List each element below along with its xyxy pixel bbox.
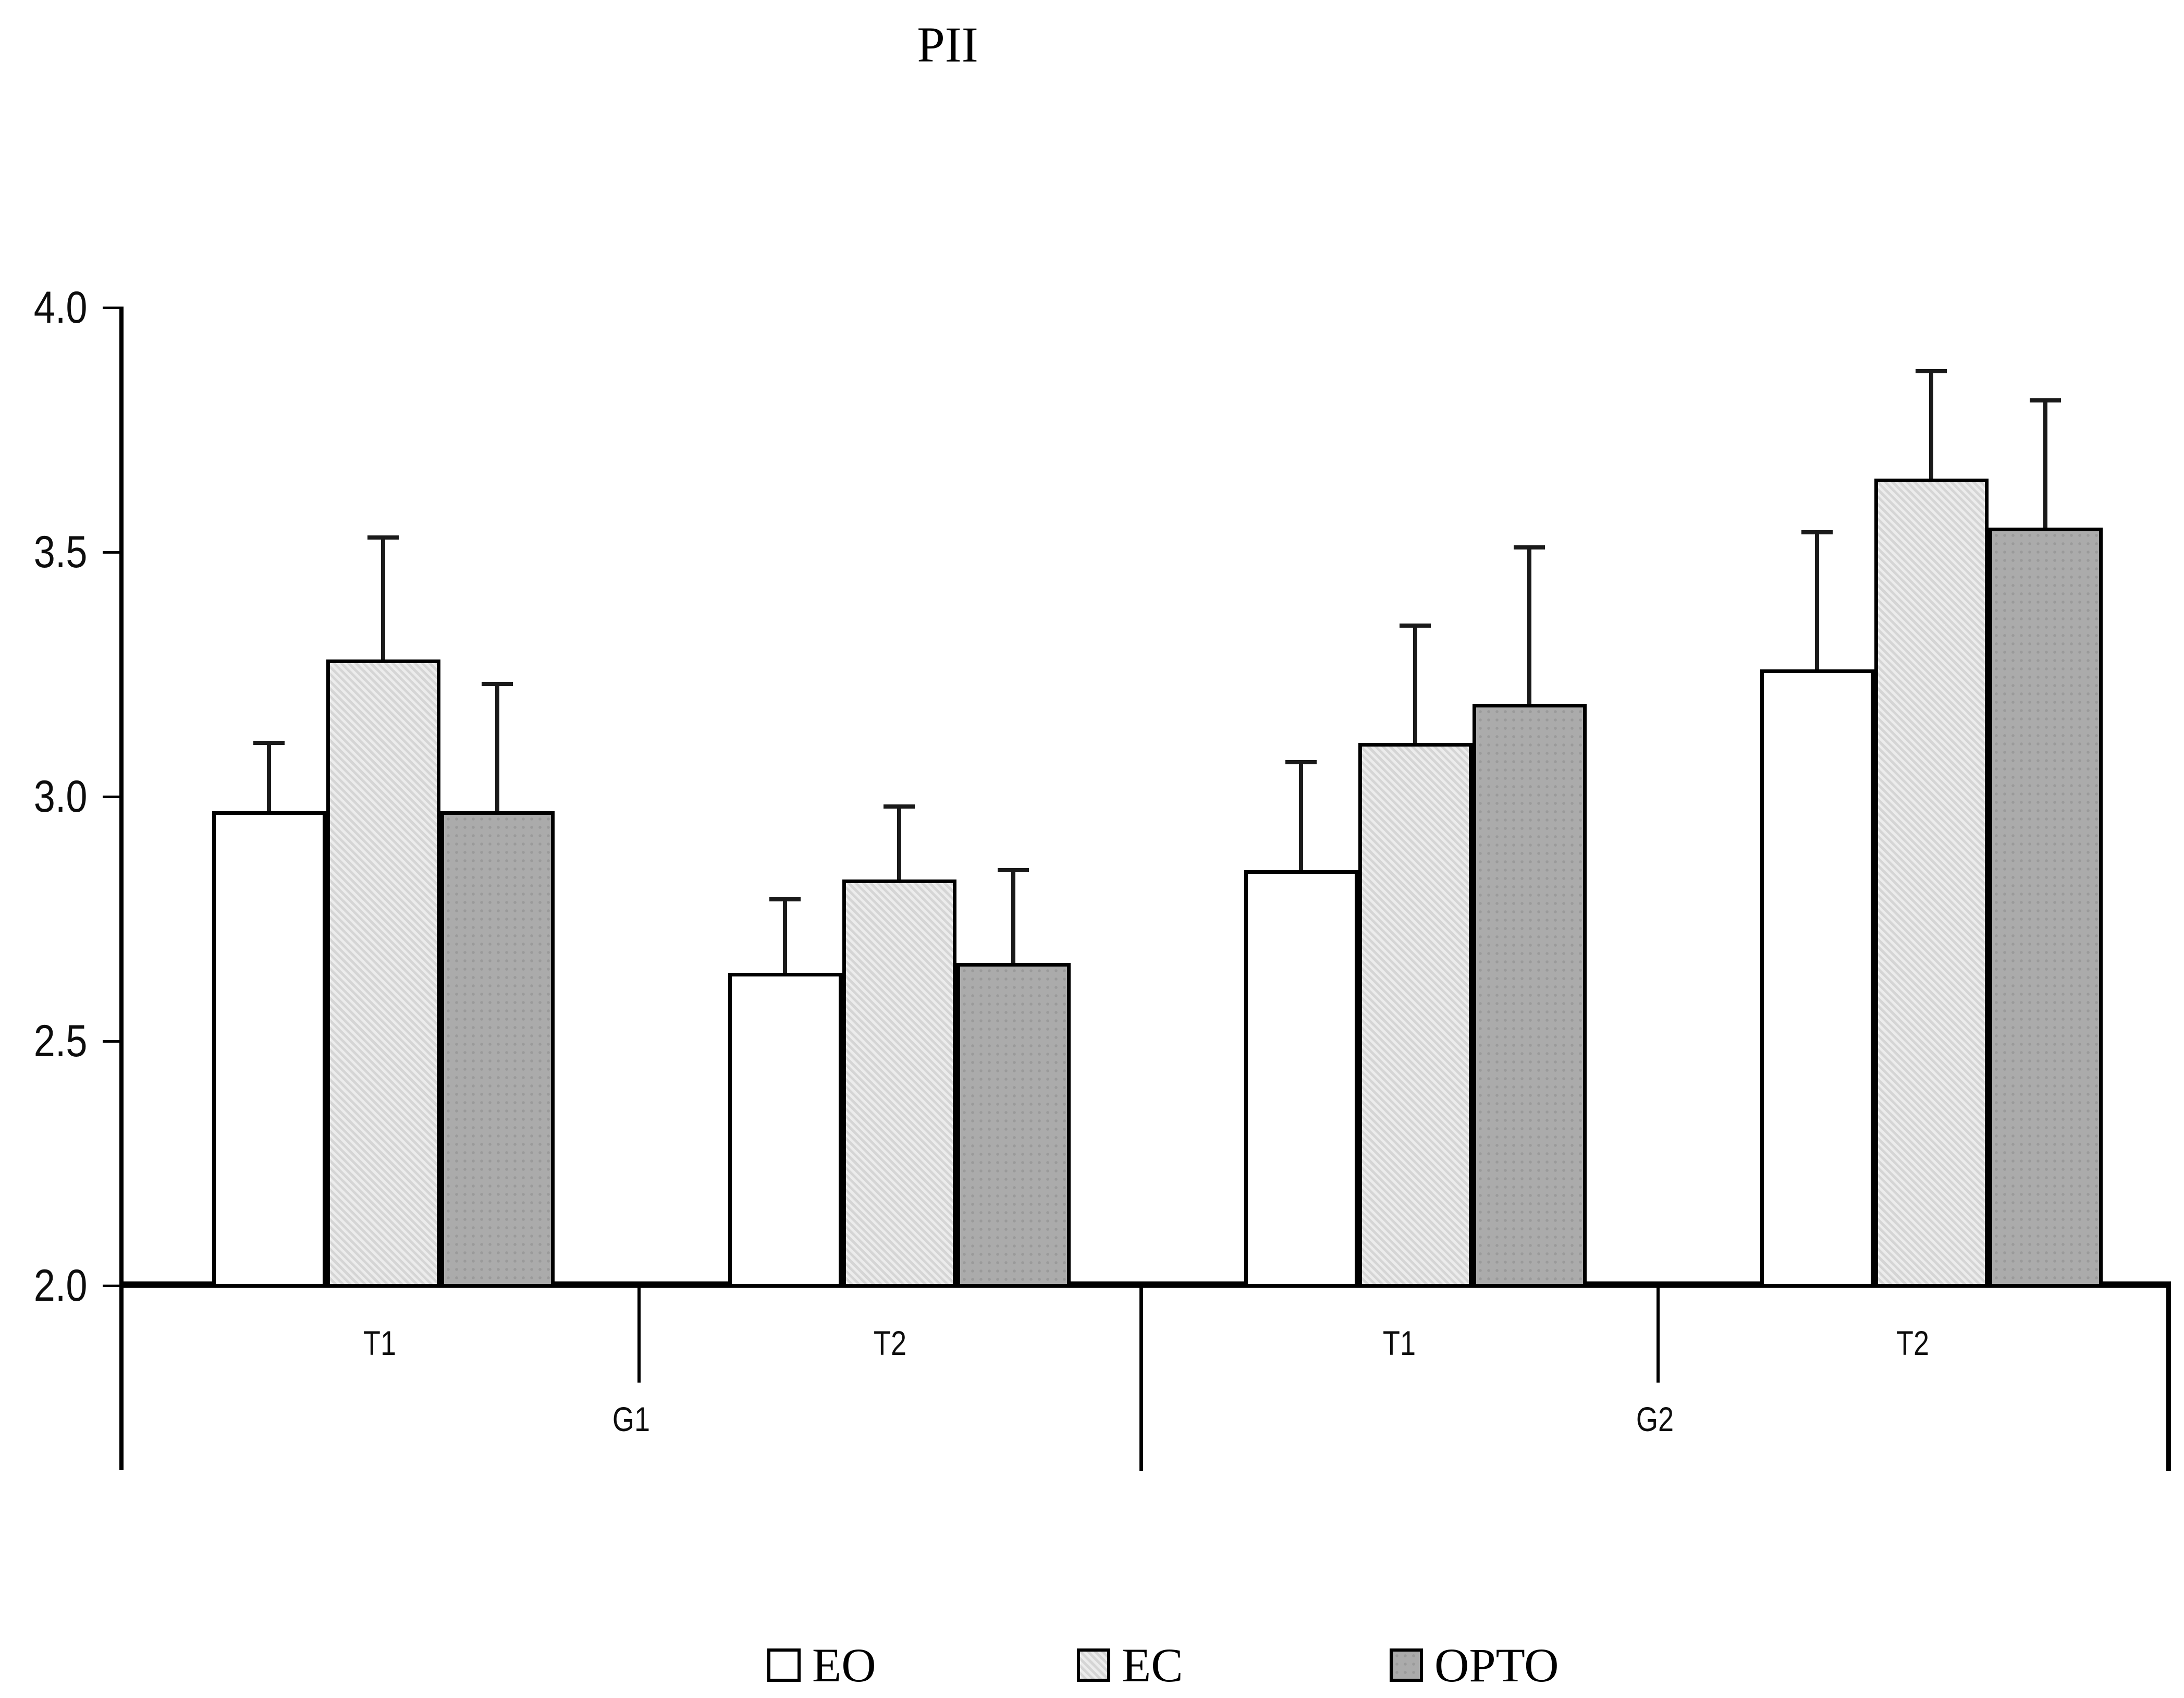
- error-bar-cap: [367, 535, 399, 540]
- legend-swatch-eo: [767, 1648, 801, 1682]
- error-bar-stem: [1299, 762, 1303, 870]
- bar-opto-g2-t2: [1988, 528, 2103, 1288]
- error-bar-stem: [2043, 400, 2047, 528]
- bar-ec-g1-t1: [326, 659, 440, 1288]
- y-tick-label-text: 3.0: [34, 772, 88, 822]
- y-axis-line: [119, 307, 124, 1470]
- legend-swatch-opto: [1390, 1648, 1423, 1682]
- time-separator-line: [1657, 1286, 1660, 1383]
- error-bar-stem: [267, 742, 271, 812]
- time-separator-line: [637, 1286, 641, 1383]
- bar-opto-g1-t1: [440, 811, 555, 1288]
- bar-ec-g2-t1: [1358, 742, 1473, 1288]
- legend-item-ec: EC: [1077, 1638, 1183, 1692]
- error-bar-cap: [1285, 760, 1317, 765]
- group-separator-line: [1139, 1286, 1143, 1471]
- error-bar-cap: [884, 804, 915, 809]
- y-tick-mark: [103, 307, 121, 309]
- y-tick-label: 2.5: [0, 1015, 88, 1067]
- time-label-text: T1: [363, 1324, 397, 1362]
- error-bar-cap: [1916, 369, 1947, 373]
- error-bar-cap: [253, 740, 285, 745]
- y-tick-label-text: 4.0: [34, 283, 88, 333]
- error-bar-stem: [1929, 371, 1933, 479]
- error-bar-stem: [783, 899, 787, 973]
- group-label-text: G1: [612, 1400, 651, 1438]
- y-tick-label-text: 3.5: [34, 527, 88, 577]
- y-tick-mark: [103, 1040, 121, 1043]
- y-tick-mark: [103, 551, 121, 554]
- time-label: T2: [786, 1326, 995, 1360]
- y-tick-mark: [103, 1285, 121, 1287]
- error-bar-stem: [381, 537, 385, 660]
- chart-title: PII: [917, 17, 978, 72]
- legend-swatch-ec: [1077, 1648, 1110, 1682]
- group-label-text: G2: [1636, 1400, 1674, 1438]
- error-bar-stem: [495, 684, 499, 812]
- legend-label-opto: OPTO: [1434, 1639, 1559, 1692]
- time-label-text: T1: [1383, 1324, 1416, 1362]
- bar-opto-g1-t2: [956, 962, 1071, 1288]
- error-bar-stem: [1527, 547, 1531, 704]
- y-tick-label: 3.5: [0, 526, 88, 578]
- time-label: T1: [276, 1326, 484, 1360]
- bar-eo-g2-t2: [1760, 669, 1874, 1288]
- group-separator-line: [2166, 1286, 2171, 1471]
- error-bar-cap: [769, 897, 801, 901]
- error-bar-cap: [2030, 398, 2061, 403]
- error-bar-stem: [897, 806, 901, 880]
- y-tick-label-text: 2.0: [34, 1261, 88, 1311]
- error-bar-stem: [1413, 625, 1417, 743]
- error-bar-cap: [482, 682, 513, 687]
- legend-item-eo: EO: [767, 1638, 876, 1692]
- group-label: G2: [1551, 1402, 1759, 1436]
- error-bar-stem: [1011, 870, 1015, 963]
- group-label: G1: [527, 1402, 735, 1436]
- legend-label-eo: EO: [812, 1639, 876, 1692]
- y-tick-label-text: 2.5: [34, 1016, 88, 1066]
- y-tick-label: 3.0: [0, 771, 88, 823]
- bar-eo-g1-t2: [728, 972, 842, 1288]
- bar-eo-g1-t1: [212, 811, 326, 1288]
- legend-label-ec: EC: [1122, 1639, 1183, 1692]
- y-tick-label: 2.0: [0, 1260, 88, 1312]
- bar-ec-g1-t2: [842, 879, 956, 1288]
- legend-item-opto: OPTO: [1390, 1638, 1559, 1692]
- bar-eo-g2-t1: [1244, 870, 1358, 1288]
- time-label: T2: [1809, 1326, 2017, 1360]
- y-tick-label: 4.0: [0, 282, 88, 334]
- error-bar-cap: [1400, 623, 1431, 628]
- error-bar-cap: [1514, 545, 1545, 549]
- bar-ec-g2-t2: [1874, 479, 1989, 1288]
- error-bar-cap: [1801, 530, 1833, 535]
- time-label-text: T2: [1896, 1324, 1930, 1362]
- error-bar-cap: [998, 868, 1029, 872]
- error-bar-stem: [1815, 532, 1819, 670]
- time-label: T1: [1295, 1326, 1504, 1360]
- bar-opto-g2-t1: [1472, 703, 1587, 1288]
- y-tick-mark: [103, 796, 121, 798]
- time-label-text: T2: [874, 1324, 907, 1362]
